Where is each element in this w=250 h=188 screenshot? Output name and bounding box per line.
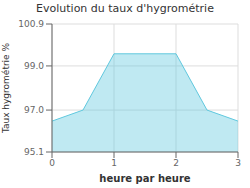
html-text:Evolution du taux d'hygrométri: Evolution du taux d'hygrométrie (36, 2, 214, 15)
svg-text:heure par heure: heure par heure (99, 173, 190, 184)
svg-text:1: 1 (111, 158, 117, 168)
svg-text:0: 0 (49, 158, 55, 168)
svg-text:97.0: 97.0 (24, 105, 44, 115)
svg-text:Taux hygrométrie %: Taux hygrométrie % (8, 42, 11, 134)
svg-text:95.1: 95.1 (24, 147, 44, 157)
svg-text:2: 2 (173, 158, 179, 168)
svg-text:99.0: 99.0 (24, 61, 44, 71)
svg-text:3: 3 (235, 158, 241, 168)
svg-text:100.9: 100.9 (18, 19, 44, 29)
